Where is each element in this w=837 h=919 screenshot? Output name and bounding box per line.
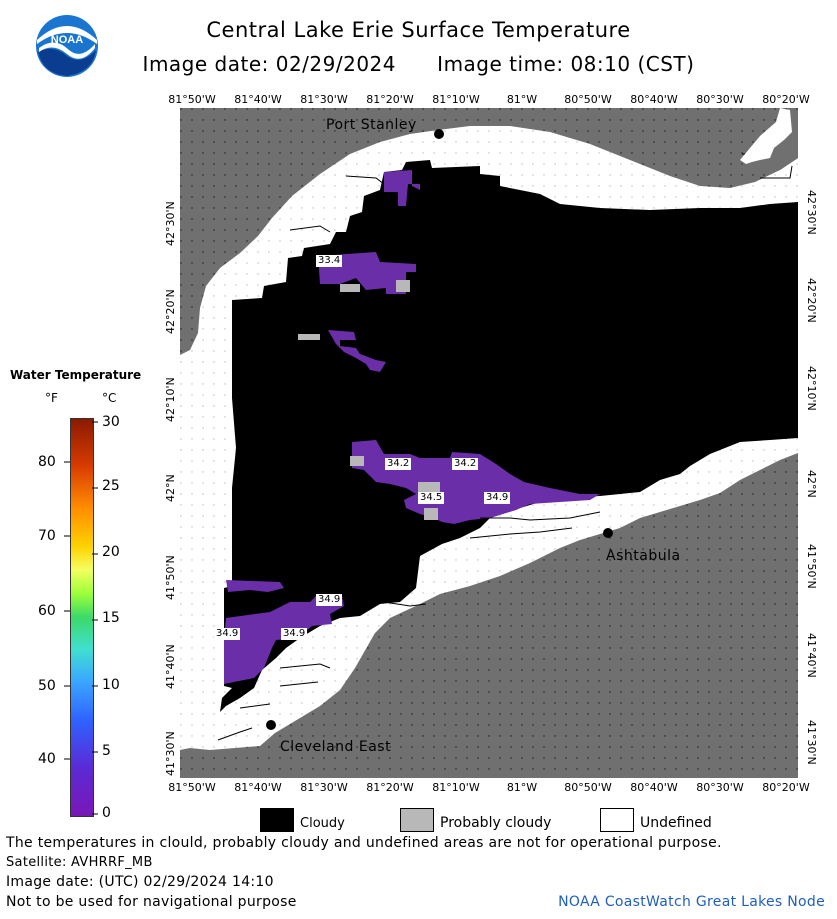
cold-water-patches [224,170,600,684]
map-title: Central Lake Erie Surface Temperature [206,18,631,42]
lat-tick: 41°50'N [164,555,177,600]
image-time: Image time: 08:10 (CST) [437,52,695,76]
ashtabula-label: Ashtabula [606,548,681,564]
legend-title: Water Temperature [10,368,142,382]
lat-tick: 41°50'N [805,544,818,589]
lat-tick: 42°20'N [164,289,177,334]
legend-unit-fahrenheit: °F [45,391,58,405]
legend-unit-celsius: °C [102,391,117,405]
lon-tick: 81°W [506,781,538,794]
disclaimer-text: The temperatures in clould, probably clo… [6,835,722,851]
temp-label: 34.9 [484,492,511,504]
scale-label-f: 70 [38,528,56,544]
temp-label: 34.2 [385,458,412,470]
scale-label-f: 60 [38,603,56,619]
cleveland-east-label: Cleveland East [280,739,392,755]
cloudy-area [220,160,798,712]
scale-label-f: 80 [38,454,56,470]
lon-tick: 81°20'W [366,93,414,106]
lon-tick: 80°50'W [564,93,612,106]
port-stanley-marker [434,129,444,139]
lon-tick: 81°30'W [300,781,348,794]
lon-tick: 81°20'W [366,781,414,794]
satellite-text: Satellite: AVHRRF_MB [6,855,153,870]
scale-label-f: 40 [38,751,56,767]
image-date: Image date: 02/29/2024 [142,52,397,76]
lon-tick: 81°W [506,93,538,106]
lon-tick: 80°20'W [762,93,810,106]
port-stanley-label: Port Stanley [326,117,417,133]
scale-label-c: 25 [102,478,120,494]
lat-tick: 42°30'N [805,190,818,235]
temp-label: 33.4 [316,255,343,267]
cloudy-key-label: Cloudy [300,816,345,831]
noaa-logo: NOAA [36,15,98,77]
scale-label-c: 5 [102,743,111,759]
lat-tick: 42°N [805,470,818,498]
undefined-swatch [600,808,634,832]
lat-tick: 42°N [164,474,177,502]
lon-tick: 81°10'W [432,781,480,794]
cleveland-east-marker [266,720,276,730]
scale-label-c: 0 [102,805,111,821]
scale-label-c: 30 [102,414,120,430]
scale-label-f: 50 [38,678,56,694]
lat-tick: 41°30'N [805,720,818,765]
lon-tick: 81°30'W [300,93,348,106]
lon-tick: 81°40'W [234,93,282,106]
lat-tick: 42°10'N [164,377,177,422]
cloudy-swatch [260,808,294,832]
lat-tick: 42°10'N [805,366,818,411]
temp-label: 34.9 [281,628,308,640]
probably-cloudy-patches [298,280,440,520]
utc-date-text: Image date: (UTC) 02/29/2024 14:10 [6,874,274,890]
lat-tick: 41°40'N [164,644,177,689]
color-scale-bar [70,418,94,817]
lon-tick: 80°30'W [696,93,744,106]
temp-label: 34.9 [214,628,241,640]
scale-label-c: 15 [102,610,120,626]
map-subtitle: Image date: 02/29/2024 Image time: 08:10… [0,52,837,76]
credit-text: NOAA CoastWatch Great Lakes Node [558,894,825,910]
scale-label-c: 20 [102,544,120,560]
ashtabula-marker [603,528,613,538]
lat-tick: 41°40'N [805,633,818,678]
lon-tick: 80°40'W [630,93,678,106]
lon-tick: 81°50'W [168,93,216,106]
logo-text: NOAA [51,34,83,46]
temp-label: 34.9 [316,594,343,606]
lat-tick: 41°30'N [164,731,177,776]
lon-tick: 81°10'W [432,93,480,106]
coastline-contours [217,153,793,741]
scale-ticks [64,421,98,815]
lon-tick: 81°50'W [168,781,216,794]
navigation-warning: Not to be used for navigational purpose [6,894,297,910]
scale-label-c: 10 [102,677,120,693]
temp-label: 34.2 [452,458,479,470]
lon-tick: 80°50'W [564,781,612,794]
probably-cloudy-swatch [400,808,434,832]
lat-tick: 42°20'N [805,278,818,323]
undefined-key-label: Undefined [640,815,712,831]
probably-cloudy-key-label: Probably cloudy [440,815,552,831]
lon-tick: 80°30'W [696,781,744,794]
lon-tick: 80°40'W [630,781,678,794]
lat-tick: 42°30'N [164,201,177,246]
lake-map [180,108,798,778]
temp-label: 34.5 [418,492,445,504]
shoreline-gap [740,108,792,164]
lon-tick: 80°20'W [762,781,810,794]
lon-tick: 81°40'W [234,781,282,794]
